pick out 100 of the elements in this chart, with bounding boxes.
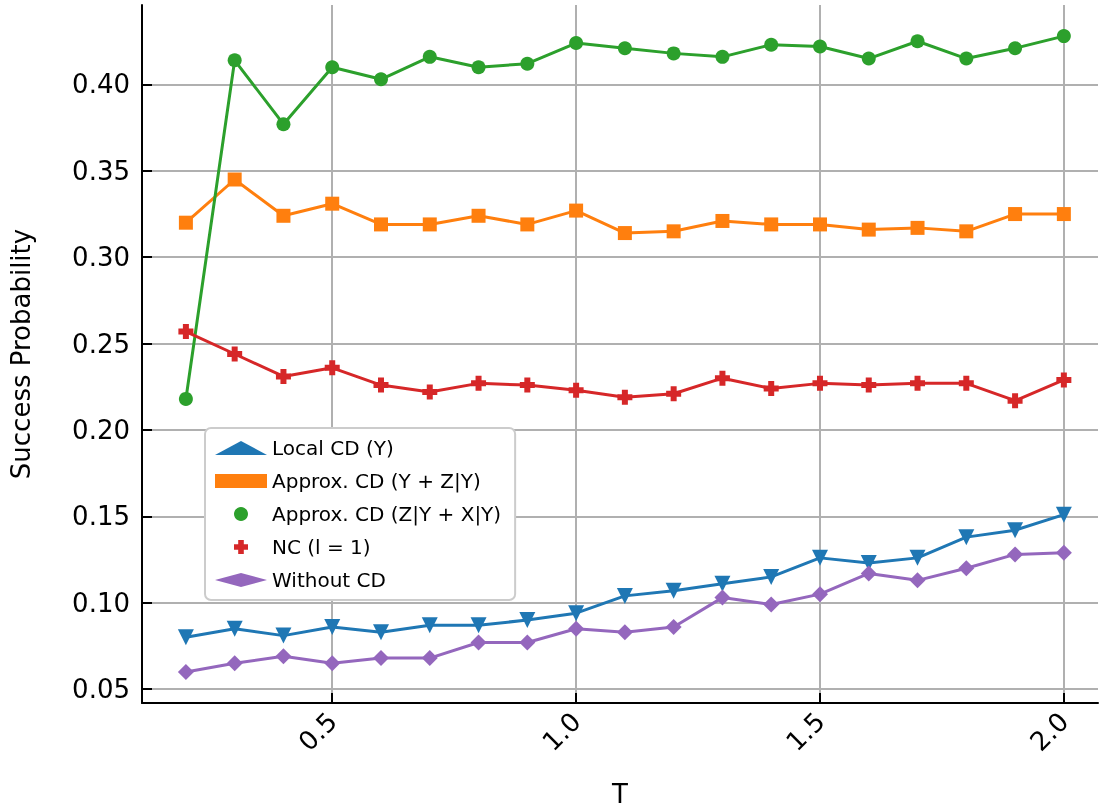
point bbox=[763, 596, 780, 613]
point bbox=[569, 203, 584, 218]
point bbox=[811, 586, 828, 603]
point bbox=[812, 39, 827, 54]
point bbox=[177, 629, 194, 646]
point bbox=[1008, 41, 1023, 56]
point bbox=[812, 375, 828, 391]
point bbox=[666, 224, 681, 239]
point bbox=[275, 627, 292, 644]
point bbox=[374, 217, 388, 232]
point bbox=[177, 663, 194, 680]
point bbox=[617, 41, 632, 56]
point bbox=[958, 375, 974, 391]
point bbox=[812, 217, 827, 232]
legend-label: NC (l = 1) bbox=[272, 535, 371, 559]
point bbox=[1056, 372, 1072, 388]
point bbox=[1055, 544, 1072, 561]
legend-label: Local CD (Y) bbox=[272, 436, 394, 460]
y-axis-title: Success Probability bbox=[6, 228, 36, 480]
point bbox=[910, 34, 925, 49]
point bbox=[616, 624, 633, 641]
point bbox=[714, 589, 731, 606]
point bbox=[617, 389, 633, 405]
point bbox=[227, 346, 243, 362]
point bbox=[178, 215, 193, 230]
point bbox=[568, 605, 585, 622]
point bbox=[1007, 546, 1024, 563]
point bbox=[861, 377, 877, 393]
y-tick-label: 0.30 bbox=[72, 242, 130, 273]
point bbox=[275, 368, 291, 384]
point bbox=[764, 37, 779, 52]
point bbox=[519, 612, 536, 629]
x-tick-label: 2.0 bbox=[1024, 706, 1075, 757]
point bbox=[226, 655, 243, 672]
point bbox=[471, 208, 486, 223]
point bbox=[568, 620, 585, 637]
point bbox=[959, 51, 974, 66]
point bbox=[422, 384, 438, 400]
point bbox=[422, 49, 437, 64]
point bbox=[909, 572, 926, 589]
point bbox=[764, 217, 779, 232]
point bbox=[569, 36, 584, 51]
point bbox=[617, 226, 632, 241]
y-tick-label: 0.25 bbox=[72, 328, 130, 359]
y-tick-label: 0.35 bbox=[72, 155, 130, 186]
point bbox=[373, 377, 389, 393]
point bbox=[519, 377, 535, 393]
point bbox=[715, 213, 730, 228]
point bbox=[519, 634, 536, 651]
point bbox=[471, 60, 486, 75]
y-tick-label: 0.40 bbox=[72, 69, 130, 100]
point bbox=[666, 386, 682, 402]
point bbox=[276, 117, 291, 132]
point bbox=[909, 549, 926, 566]
point bbox=[421, 650, 438, 667]
point bbox=[324, 618, 341, 635]
x-tick-label: 1.5 bbox=[780, 706, 831, 757]
point bbox=[910, 220, 925, 235]
point bbox=[275, 648, 292, 665]
x-tick-label: 1.0 bbox=[536, 706, 587, 757]
point bbox=[1008, 207, 1023, 222]
point bbox=[373, 624, 389, 641]
point bbox=[714, 370, 730, 386]
point bbox=[715, 49, 730, 64]
point bbox=[861, 222, 876, 237]
point bbox=[227, 53, 242, 68]
point bbox=[276, 208, 291, 223]
y-tick-label: 0.05 bbox=[72, 674, 130, 705]
point bbox=[374, 72, 388, 87]
point bbox=[910, 375, 926, 391]
point bbox=[958, 560, 975, 577]
point bbox=[1007, 393, 1023, 409]
point bbox=[373, 650, 389, 667]
y-tick-label: 0.10 bbox=[72, 587, 130, 618]
point bbox=[763, 568, 780, 585]
point bbox=[325, 196, 340, 211]
point bbox=[811, 549, 828, 566]
point bbox=[325, 60, 340, 75]
point bbox=[470, 617, 487, 634]
point bbox=[178, 391, 193, 406]
x-tick-label: 0.5 bbox=[292, 706, 343, 757]
point bbox=[178, 324, 194, 340]
point bbox=[959, 224, 974, 239]
legend-label: Approx. CD (Z|Y + X|Y) bbox=[272, 502, 502, 526]
y-tick-label: 0.20 bbox=[72, 415, 130, 446]
point bbox=[471, 375, 487, 391]
point bbox=[324, 655, 341, 672]
point bbox=[227, 172, 242, 187]
point bbox=[470, 634, 487, 651]
y-tick-label: 0.15 bbox=[72, 501, 130, 532]
point bbox=[666, 46, 681, 61]
point bbox=[324, 360, 340, 376]
point bbox=[616, 587, 633, 604]
point bbox=[763, 381, 779, 397]
legend-label: Approx. CD (Y + Z|Y) bbox=[272, 469, 481, 493]
point bbox=[861, 51, 876, 66]
point bbox=[860, 565, 877, 582]
point bbox=[422, 217, 437, 232]
x-axis-title: T bbox=[611, 779, 629, 809]
point bbox=[421, 617, 438, 634]
